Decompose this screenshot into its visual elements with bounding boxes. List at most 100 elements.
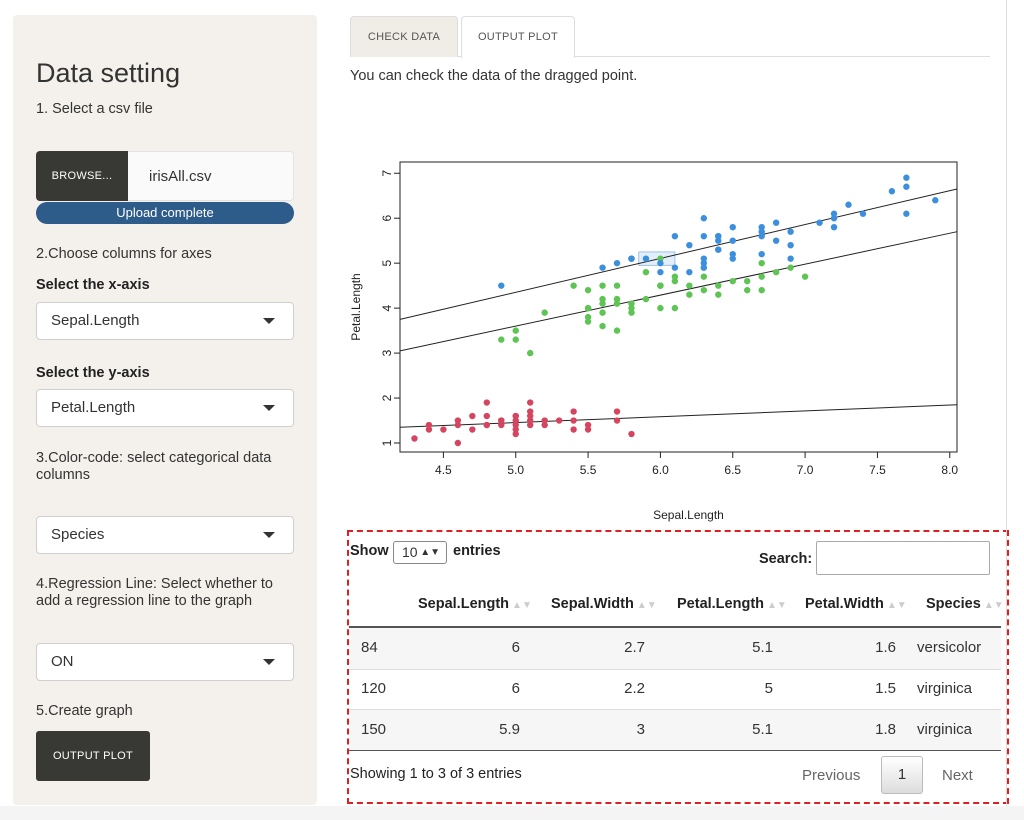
point-setosa xyxy=(454,417,462,424)
point-setosa xyxy=(454,421,462,429)
point-setosa xyxy=(570,408,577,415)
x-tick-label: 6.0 xyxy=(652,463,669,477)
point-virginica xyxy=(671,232,679,240)
point-versicolor xyxy=(642,268,650,276)
y-tick-label: 5 xyxy=(380,260,394,267)
regression-select[interactable]: ON xyxy=(36,643,294,681)
x-axis-value: Sepal.Length xyxy=(51,312,140,329)
row-divider xyxy=(349,669,1001,670)
x-axis-title: Sepal.Length xyxy=(653,508,724,522)
point-versicolor xyxy=(642,295,650,303)
point-versicolor xyxy=(772,268,780,276)
point-virginica xyxy=(758,223,765,231)
tab-output-plot[interactable]: OUTPUT PLOT xyxy=(461,16,575,58)
y-tick-label: 3 xyxy=(380,349,394,356)
point-setosa xyxy=(570,426,577,433)
next-button[interactable]: Next xyxy=(942,767,973,784)
row-divider xyxy=(349,709,1001,710)
search-input[interactable] xyxy=(816,541,990,575)
point-setosa xyxy=(613,408,621,415)
point-virginica xyxy=(830,223,838,231)
point-setosa xyxy=(555,417,563,424)
point-versicolor xyxy=(744,277,751,285)
search-label: Search: xyxy=(759,551,813,567)
point-virginica xyxy=(628,255,635,262)
cell-petal-length: 5 xyxy=(764,680,773,697)
regression-line-setosa xyxy=(399,404,958,428)
cell-sepal-width: 2.2 xyxy=(624,680,645,697)
point-setosa xyxy=(613,417,621,424)
highlight-frame xyxy=(347,530,1009,804)
point-virginica xyxy=(700,259,708,267)
col-header-species[interactable]: Species ▲▼ xyxy=(926,596,1004,612)
page-1-button[interactable]: 1 xyxy=(881,756,923,794)
point-versicolor xyxy=(599,282,606,289)
tab-check-data[interactable]: CHECK DATA xyxy=(350,16,458,57)
cell-sepal-length: 5.9 xyxy=(499,721,520,738)
entries-select[interactable]: 10 ▲▼ xyxy=(393,541,447,564)
output-plot-button[interactable]: OUTPUT PLOT xyxy=(36,731,150,781)
bottom-bar xyxy=(0,806,1024,820)
point-versicolor xyxy=(700,286,708,294)
regression-line-versicolor xyxy=(399,231,958,352)
cell-petal-length: 5.1 xyxy=(752,639,773,656)
chevron-down-icon xyxy=(263,532,275,538)
point-versicolor xyxy=(613,327,621,334)
cell-species: virginica xyxy=(917,680,973,697)
point-virginica xyxy=(686,268,693,276)
regression-line-virginica xyxy=(399,188,958,320)
point-versicolor xyxy=(671,304,679,312)
point-versicolor xyxy=(541,309,548,316)
point-versicolor xyxy=(729,277,736,285)
row-id: 150 xyxy=(361,721,387,738)
point-versicolor xyxy=(628,300,635,307)
point-versicolor xyxy=(700,273,708,280)
color-code-select[interactable]: Species xyxy=(36,516,294,554)
point-versicolor xyxy=(613,300,621,307)
cell-sepal-width: 3 xyxy=(636,721,645,738)
col-header-petal-width[interactable]: Petal.Width ▲▼ xyxy=(805,596,907,612)
point-virginica xyxy=(903,210,910,217)
y-tick-label: 2 xyxy=(380,394,394,401)
point-versicolor xyxy=(570,282,577,289)
y-axis-select[interactable]: Petal.Length xyxy=(36,389,294,427)
col-header-sepal-width[interactable]: Sepal.Width ▲▼ xyxy=(551,596,657,612)
col-header-petal-length[interactable]: Petal.Length ▲▼ xyxy=(677,596,787,612)
point-virginica xyxy=(729,250,736,258)
point-setosa xyxy=(584,421,592,429)
point-virginica xyxy=(729,255,736,262)
point-setosa xyxy=(411,435,418,442)
previous-button[interactable]: Previous xyxy=(802,767,861,784)
browse-button[interactable]: BROWSE... xyxy=(36,151,128,201)
x-axis-select[interactable]: Sepal.Length xyxy=(36,302,294,340)
point-versicolor xyxy=(599,309,606,316)
x-tick-label: 8.0 xyxy=(941,463,958,477)
point-setosa xyxy=(527,408,534,415)
point-virginica xyxy=(772,237,780,244)
header-divider xyxy=(349,626,1001,628)
point-setosa xyxy=(541,421,548,429)
sidebar-title: Data setting xyxy=(36,58,181,88)
table-row[interactable] xyxy=(349,710,1001,751)
point-virginica xyxy=(830,210,838,217)
point-versicolor xyxy=(801,273,809,280)
point-versicolor xyxy=(787,264,794,271)
point-setosa xyxy=(628,430,635,438)
chevron-down-icon xyxy=(263,659,275,665)
color-code-value: Species xyxy=(51,526,105,543)
point-versicolor xyxy=(599,300,606,307)
point-virginica xyxy=(816,219,823,226)
point-setosa xyxy=(425,421,433,429)
scatter-plot[interactable]: 4.5 5.0 5.5 6.0 6.5 7.0 7.5 8.0 1 2 3 4 5 6 7 Sepal.Len… xyxy=(340,140,980,530)
file-name: irisAll.csv xyxy=(149,168,212,185)
x-axis-label: Select the x-axis xyxy=(36,277,150,293)
cell-petal-width: 1.5 xyxy=(875,680,896,697)
point-setosa xyxy=(527,399,534,406)
col-header-sepal-length[interactable]: Sepal.Length ▲▼ xyxy=(418,596,532,612)
table-row[interactable] xyxy=(349,628,1001,669)
x-tick-label: 6.5 xyxy=(724,463,741,477)
upload-progress-bar: Upload complete xyxy=(36,202,294,224)
y-axis-value: Petal.Length xyxy=(51,399,136,416)
point-setosa xyxy=(527,417,534,424)
point-versicolor xyxy=(686,282,693,289)
